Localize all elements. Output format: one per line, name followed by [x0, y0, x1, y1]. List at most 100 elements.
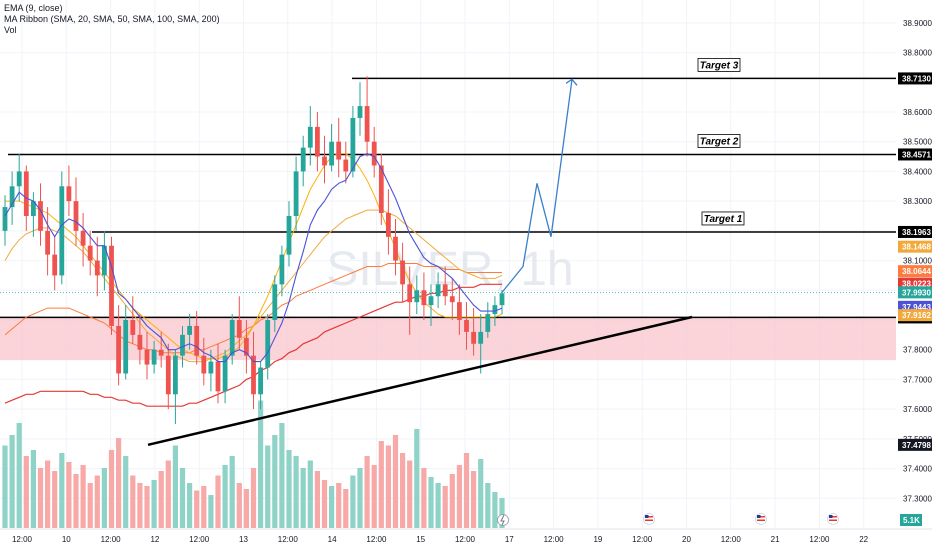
volume-bar — [336, 483, 342, 528]
candle-body — [187, 325, 192, 335]
candle — [357, 82, 363, 136]
volume-bar — [364, 456, 370, 528]
volume-bar — [101, 468, 107, 528]
candle — [293, 156, 299, 231]
candle — [73, 177, 79, 246]
candle-body — [102, 245, 107, 276]
target-label: Target 1 — [701, 211, 745, 226]
volume-bar — [485, 483, 491, 528]
candle — [201, 337, 207, 386]
candle — [336, 117, 342, 178]
candle-body — [300, 147, 306, 172]
volume-bar — [222, 465, 228, 528]
volume-bar — [59, 453, 65, 528]
volume-bar — [179, 468, 186, 528]
candle-body — [73, 201, 79, 231]
candle-body — [236, 320, 242, 338]
candle-body — [471, 331, 476, 344]
candle — [258, 361, 263, 410]
y-tick-label: 37.6000 — [903, 405, 932, 414]
volume-bar — [442, 486, 448, 528]
volume-bar — [435, 483, 441, 528]
candle — [94, 236, 100, 297]
volume-bar — [123, 456, 129, 528]
candle-body — [265, 320, 271, 368]
volume-bar — [314, 471, 320, 528]
candle — [116, 305, 121, 386]
candle — [464, 302, 469, 350]
candle — [2, 195, 8, 246]
candle-body — [38, 201, 43, 231]
candle — [272, 275, 278, 332]
x-tick-label: 12:00 — [101, 535, 122, 544]
flag-stripe — [645, 519, 653, 521]
volume-bar — [321, 480, 328, 528]
price-tag-label: 37.4798 — [902, 441, 931, 450]
price-tag-label: 37.9930 — [902, 288, 931, 297]
candle-body — [151, 349, 157, 365]
volume-bar — [293, 456, 299, 528]
volume-bar — [378, 441, 384, 528]
volume-bar — [23, 456, 29, 528]
level-price-label: 38.4571 — [902, 150, 931, 159]
volume-bar — [250, 468, 257, 528]
candle — [371, 126, 377, 178]
volume-bar — [329, 486, 335, 528]
volume-tag — [900, 514, 922, 526]
candle-body — [66, 186, 72, 202]
volume-bar — [229, 456, 235, 528]
volume-bar — [137, 483, 143, 528]
volume-bar — [208, 495, 214, 528]
price-tag — [898, 265, 932, 278]
level-price-tag — [898, 72, 932, 85]
volume-bar — [187, 483, 193, 528]
x-tick-label: 12:00 — [278, 535, 299, 544]
legend-ma-ribbon[interactable]: MA Ribbon (SMA, 20, SMA, 50, SMA, 100, S… — [4, 14, 220, 24]
candle — [229, 314, 235, 365]
volume-bar — [144, 486, 150, 528]
candle — [109, 236, 114, 335]
candle-body — [315, 126, 320, 157]
flag-stripe — [829, 519, 837, 521]
volume-bar — [279, 423, 285, 528]
candle-body — [16, 171, 22, 187]
candle-body — [378, 165, 384, 214]
level-price-label: 38.7130 — [902, 74, 931, 83]
candle-body — [158, 349, 164, 356]
candle-body — [130, 320, 136, 335]
volume-bar — [421, 468, 427, 528]
legend-volume[interactable]: Vol — [4, 25, 17, 35]
x-tick-label: 12:00 — [809, 535, 830, 544]
candle-body — [428, 296, 434, 306]
candle-body — [393, 236, 398, 261]
candle-body — [244, 337, 249, 356]
candle — [435, 272, 441, 309]
volume-bar — [463, 453, 470, 528]
volume-bar — [108, 450, 115, 528]
x-tick-label: 15 — [416, 535, 425, 544]
legend-ema[interactable]: EMA (9, close) — [4, 3, 63, 13]
candle — [38, 183, 43, 246]
y-tick-label: 37.4000 — [903, 465, 932, 474]
level-price-label: 38.1963 — [902, 228, 931, 237]
candle — [130, 296, 136, 344]
volume-bar — [286, 450, 292, 528]
candle-body — [343, 159, 349, 172]
volume-bar — [45, 460, 51, 528]
price-tag-label: 37.9443 — [902, 303, 931, 312]
candle-body — [258, 367, 263, 395]
indicator-legend: EMA (9, close) MA Ribbon (SMA, 20, SMA, … — [4, 3, 220, 36]
y-tick-label: 38.3000 — [903, 197, 932, 206]
target-label-text: Target 3 — [700, 60, 739, 71]
price-tag-label: 37.9162 — [902, 311, 931, 320]
ema9-line — [4, 153, 503, 363]
price-tag-label: 38.0223 — [902, 280, 931, 289]
candle — [279, 245, 285, 297]
volume-bar — [428, 477, 434, 528]
volume-bar — [73, 474, 79, 528]
y-tick-label: 37.7000 — [903, 375, 932, 384]
candle-body — [180, 334, 185, 356]
volume-bar — [52, 471, 58, 528]
